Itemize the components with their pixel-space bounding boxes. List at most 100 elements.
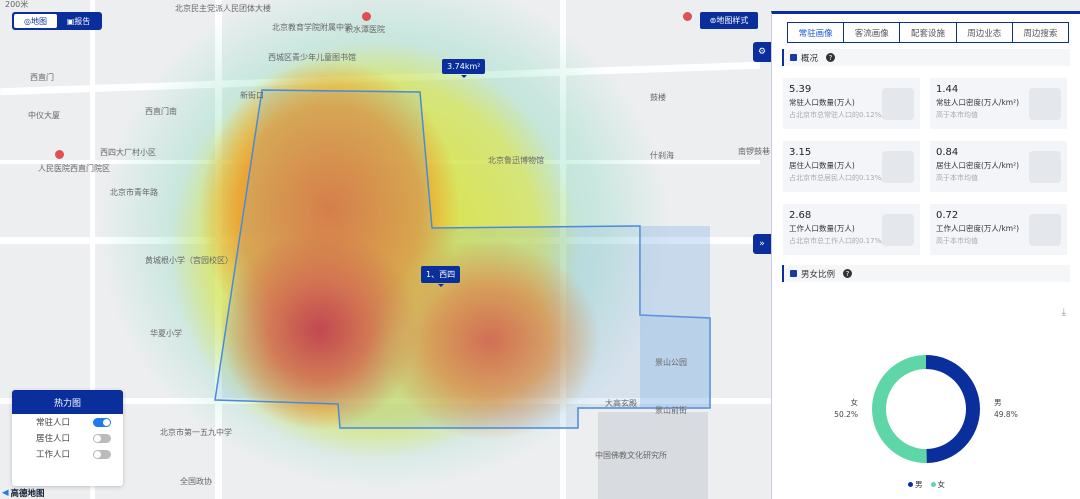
tab-search[interactable]: 周边搜索 — [1023, 28, 1058, 39]
stat-label: 工作人口密度(万人/km²) — [936, 224, 1020, 233]
map-label: 新街口 — [240, 91, 264, 100]
stat-card: 2.68 工作人口数量(万人) 占北京市总工作人口的0.17%。 — [783, 204, 920, 255]
gender-donut-chart: 男 49.8% 女 50.2% — [834, 355, 1018, 463]
map-label: 西直门南 — [145, 107, 177, 116]
map-label: 黄城根小学（宫园校区） — [145, 256, 233, 265]
overview-header: 概况? — [782, 49, 1070, 66]
map-label: 人民医院西直门院区 — [38, 164, 110, 173]
stat-label: 工作人口数量(万人) — [789, 224, 855, 233]
stat-note: 占北京市总居民人口的0.13%。 — [789, 174, 889, 182]
amap-logo: ◀ 高德地图 — [2, 488, 45, 499]
slice-female[interactable] — [872, 355, 927, 463]
map-pin-icon: ◎ — [24, 16, 31, 26]
stat-card: 0.72 工作人口密度(万人/km²) 高于本市均值 — [930, 204, 1067, 255]
stat-value: 1.44 — [936, 84, 959, 95]
stat-card: 1.44 常驻人口密度(万人/km²) 高于本市均值 — [930, 78, 1067, 129]
layer-working: 工作人口 — [12, 446, 123, 462]
slice-label-label: 49.8% — [994, 410, 1018, 419]
hospital-icon — [55, 150, 64, 159]
scale-label: 200米 — [5, 0, 29, 9]
stat-note: 占北京市总常驻人口的0.12%。 — [789, 111, 889, 119]
slice-male[interactable] — [926, 355, 981, 463]
stat-label: 常驻人口密度(万人/km²) — [936, 98, 1020, 107]
report-icon: ▣ — [66, 16, 75, 26]
layer-resident: 常驻人口 — [12, 414, 123, 430]
layers-icon: ⊚ — [709, 16, 717, 25]
stat-value: 2.68 — [789, 210, 812, 221]
map-label: 全国政协 — [180, 477, 212, 486]
region-tag[interactable]: 1、西四 — [421, 266, 461, 287]
stat-card: 5.39 常驻人口数量(万人) 占北京市总常驻人口的0.12%。 — [783, 78, 920, 129]
resident-toggle[interactable] — [93, 417, 111, 427]
tab-business[interactable]: 周边业态 — [957, 23, 1013, 42]
stat-value: 0.72 — [936, 210, 959, 221]
tab-facilities[interactable]: 配套设施 — [900, 23, 957, 42]
map-style-button[interactable]: ⊚ 地图样式 — [700, 12, 758, 29]
map-label: 鼓楼 — [650, 93, 666, 102]
download-icon[interactable]: ⤓ — [1061, 307, 1066, 318]
stat-note: 高于本市均值 — [936, 174, 978, 182]
hospital-icon — [362, 12, 371, 21]
tab-resident-profile[interactable]: 常驻画像 — [788, 23, 845, 42]
gear-icon: ⚙ — [757, 47, 767, 57]
collapse-panel-button[interactable]: » — [753, 234, 771, 254]
stat-label: 居住人口密度(万人/km²) — [936, 161, 1020, 170]
area-tag: 3.74km² — [442, 59, 486, 78]
help-icon[interactable]: ? — [826, 53, 836, 62]
illustration-icon — [1029, 151, 1061, 183]
legend-male: 男 — [908, 479, 923, 490]
map-label: 北京鲁迅博物馆 — [488, 156, 544, 165]
stat-label: 常驻人口数量(万人) — [789, 98, 855, 107]
heatmap-panel: 热力图 常驻人口 居住人口 工作人口 — [12, 390, 123, 486]
illustration-icon — [1029, 88, 1061, 120]
gender-header: 男女比例? — [782, 265, 1070, 282]
map-label: 景山前街 — [655, 406, 687, 415]
map-label: 西四大厂村小区 — [100, 148, 156, 157]
stat-card: 3.15 居住人口数量(万人) 占北京市总居民人口的0.13%。 — [783, 141, 920, 192]
map-label: 北京民主党派人民团体大楼 — [175, 4, 271, 13]
map-label: 景山公园 — [655, 358, 687, 367]
map-label: 中国佛教文化研究所 — [595, 451, 667, 460]
map-label: 西直门 — [30, 73, 54, 82]
stat-value: 3.15 — [789, 147, 812, 158]
map-label: 南锣鼓巷 — [738, 147, 770, 156]
panel-tabs: 常驻画像 客流画像 配套设施 周边业态 周边搜索 — [787, 22, 1069, 43]
illustration-icon — [882, 88, 914, 120]
layer-living: 居住人口 — [12, 430, 123, 446]
gender-icon — [790, 270, 797, 277]
view-toggle: ◎ 地图 ▣ 报告 — [12, 12, 102, 30]
tab-traffic-profile[interactable]: 客流画像 — [844, 23, 901, 42]
report-view-button[interactable]: ▣ 报告 — [66, 16, 91, 26]
map-label: 中仪大厦 — [28, 111, 60, 120]
stat-value: 5.39 — [789, 84, 812, 95]
legend-female: 女 — [930, 479, 945, 490]
map-label: 大高玄殿 — [605, 399, 637, 408]
illustration-icon — [1029, 214, 1061, 246]
map-label: 北京市青年路 — [110, 188, 158, 197]
help-icon[interactable]: ? — [843, 269, 853, 278]
heatmap-panel-title: 热力图 — [12, 390, 123, 414]
doc-icon — [790, 54, 797, 61]
stat-label: 居住人口数量(万人) — [789, 161, 855, 170]
analysis-panel: 常驻画像 客流画像 配套设施 周边业态 周边搜索 概况? 5.39 常驻人口数量(… — [771, 11, 1080, 499]
map-view-button[interactable]: ◎ 地图 — [14, 14, 57, 28]
settings-button[interactable]: ⚙ — [753, 42, 771, 62]
map-label: 什刹海 — [650, 151, 674, 160]
stat-card: 0.84 居住人口密度(万人/km²) 高于本市均值 — [930, 141, 1067, 192]
slice-name-label: 男 — [994, 398, 1002, 407]
working-toggle[interactable] — [93, 449, 111, 459]
hospital-icon — [683, 12, 692, 21]
illustration-icon — [882, 151, 914, 183]
slice-name-label: 女 — [851, 397, 859, 407]
illustration-icon — [882, 214, 914, 246]
map-label: 华夏小学 — [150, 329, 182, 338]
map-label: 西城区青少年儿童图书馆 — [268, 53, 356, 62]
chart-legend: 男 女 — [772, 479, 1080, 490]
stat-value: 0.84 — [936, 147, 959, 158]
stat-note: 高于本市均值 — [936, 111, 978, 119]
chevron-right-icon: » — [759, 239, 765, 249]
slice-label-label: 50.2% — [834, 410, 858, 419]
living-toggle[interactable] — [93, 433, 111, 443]
stat-note: 占北京市总工作人口的0.17%。 — [789, 237, 889, 245]
